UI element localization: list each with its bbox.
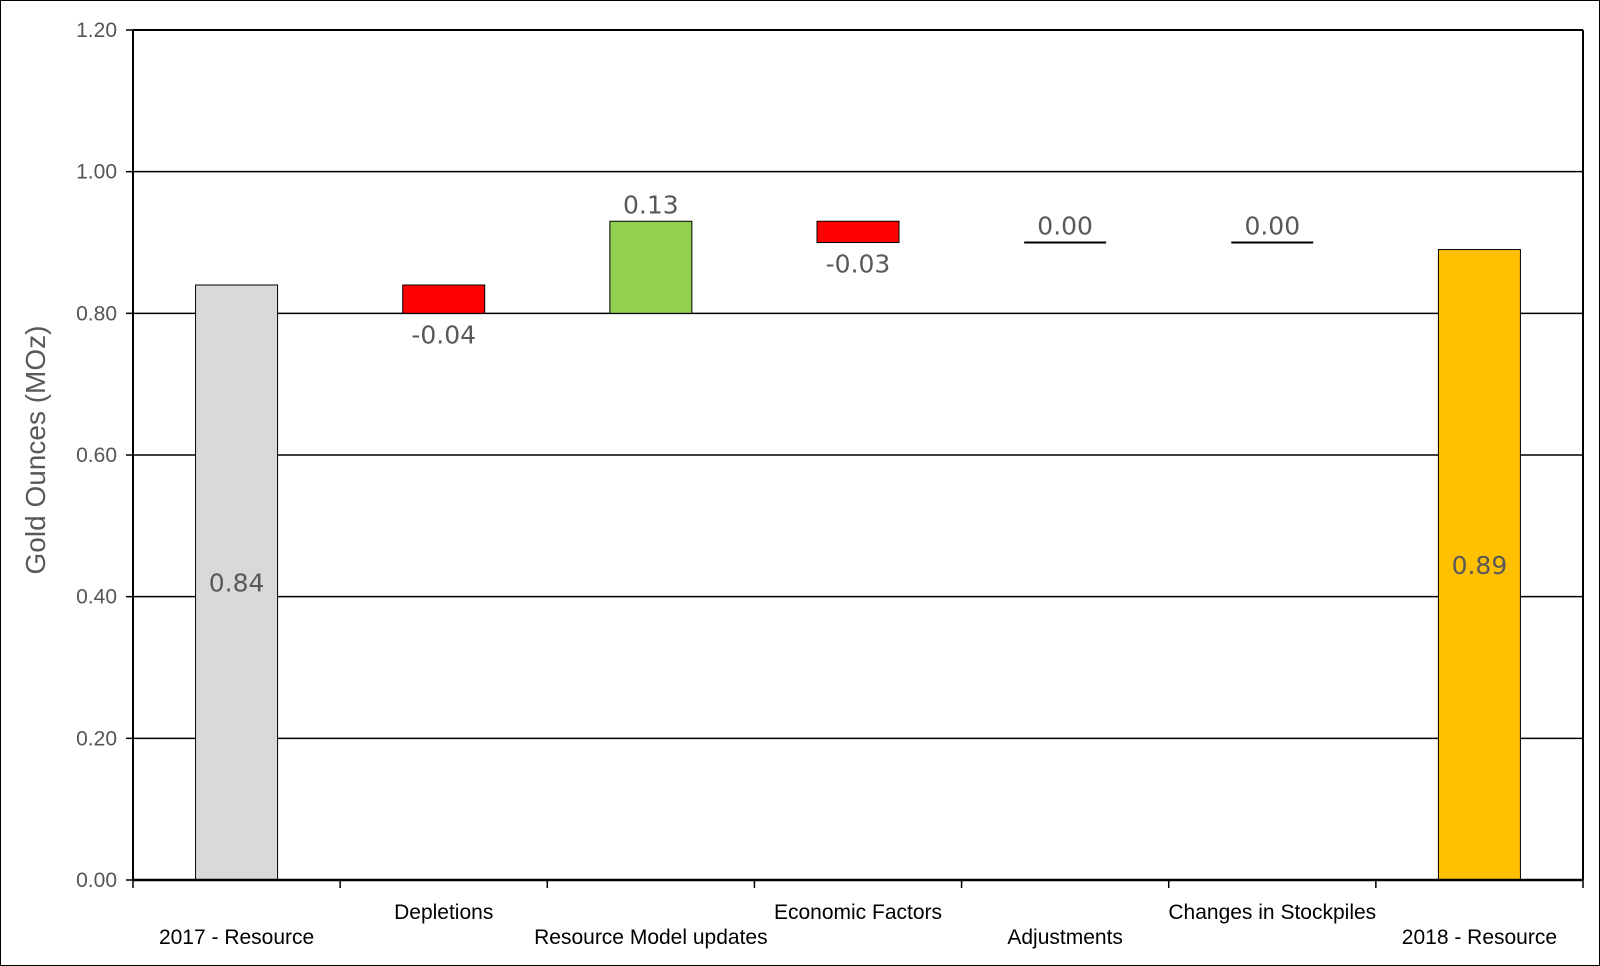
data-label: -0.04 [411, 320, 476, 349]
bar [609, 220, 693, 314]
y-tick-label: 0.40 [76, 586, 117, 609]
gridlines [133, 29, 1583, 740]
y-tick-label: 0.20 [76, 727, 117, 750]
x-category-label: Economic Factors [774, 901, 942, 924]
y-tick-label: 0.60 [76, 444, 117, 467]
data-label: 0.84 [209, 569, 265, 598]
y-tick-label: 1.20 [76, 19, 117, 42]
data-label: 0.13 [623, 190, 679, 219]
x-category-label: Changes in Stockpiles [1168, 901, 1376, 924]
data-label: 0.00 [1037, 212, 1093, 241]
bar [402, 284, 486, 314]
y-tick-label: 1.00 [76, 161, 117, 184]
y-axis: 0.00 0.20 0.40 0.60 0.80 1.00 1.20 [76, 19, 1584, 892]
data-label: 0.00 [1244, 212, 1300, 241]
y-tick-label: 0.00 [76, 869, 117, 892]
bar [1437, 249, 1521, 881]
x-category-label: Depletions [394, 901, 493, 924]
bar [816, 220, 900, 243]
data-label: -0.03 [826, 250, 891, 279]
x-category-label: Resource Model updates [534, 926, 767, 949]
data-label: 0.89 [1452, 551, 1508, 580]
x-category-label: Adjustments [1007, 926, 1123, 949]
bars: 0.84 -0.04 0.13 -0.03 0.00 0.00 0.89 [195, 190, 1521, 881]
x-category-label: 2017 - Resource [159, 926, 314, 949]
y-axis-title: Gold Ounces (MOz) [20, 326, 51, 575]
bar [195, 284, 279, 881]
x-category-label: 2018 - Resource [1402, 926, 1557, 949]
x-axis: 2017 - Resource Depletions Resource Model … [132, 878, 1584, 949]
y-tick-label: 0.80 [76, 302, 117, 325]
